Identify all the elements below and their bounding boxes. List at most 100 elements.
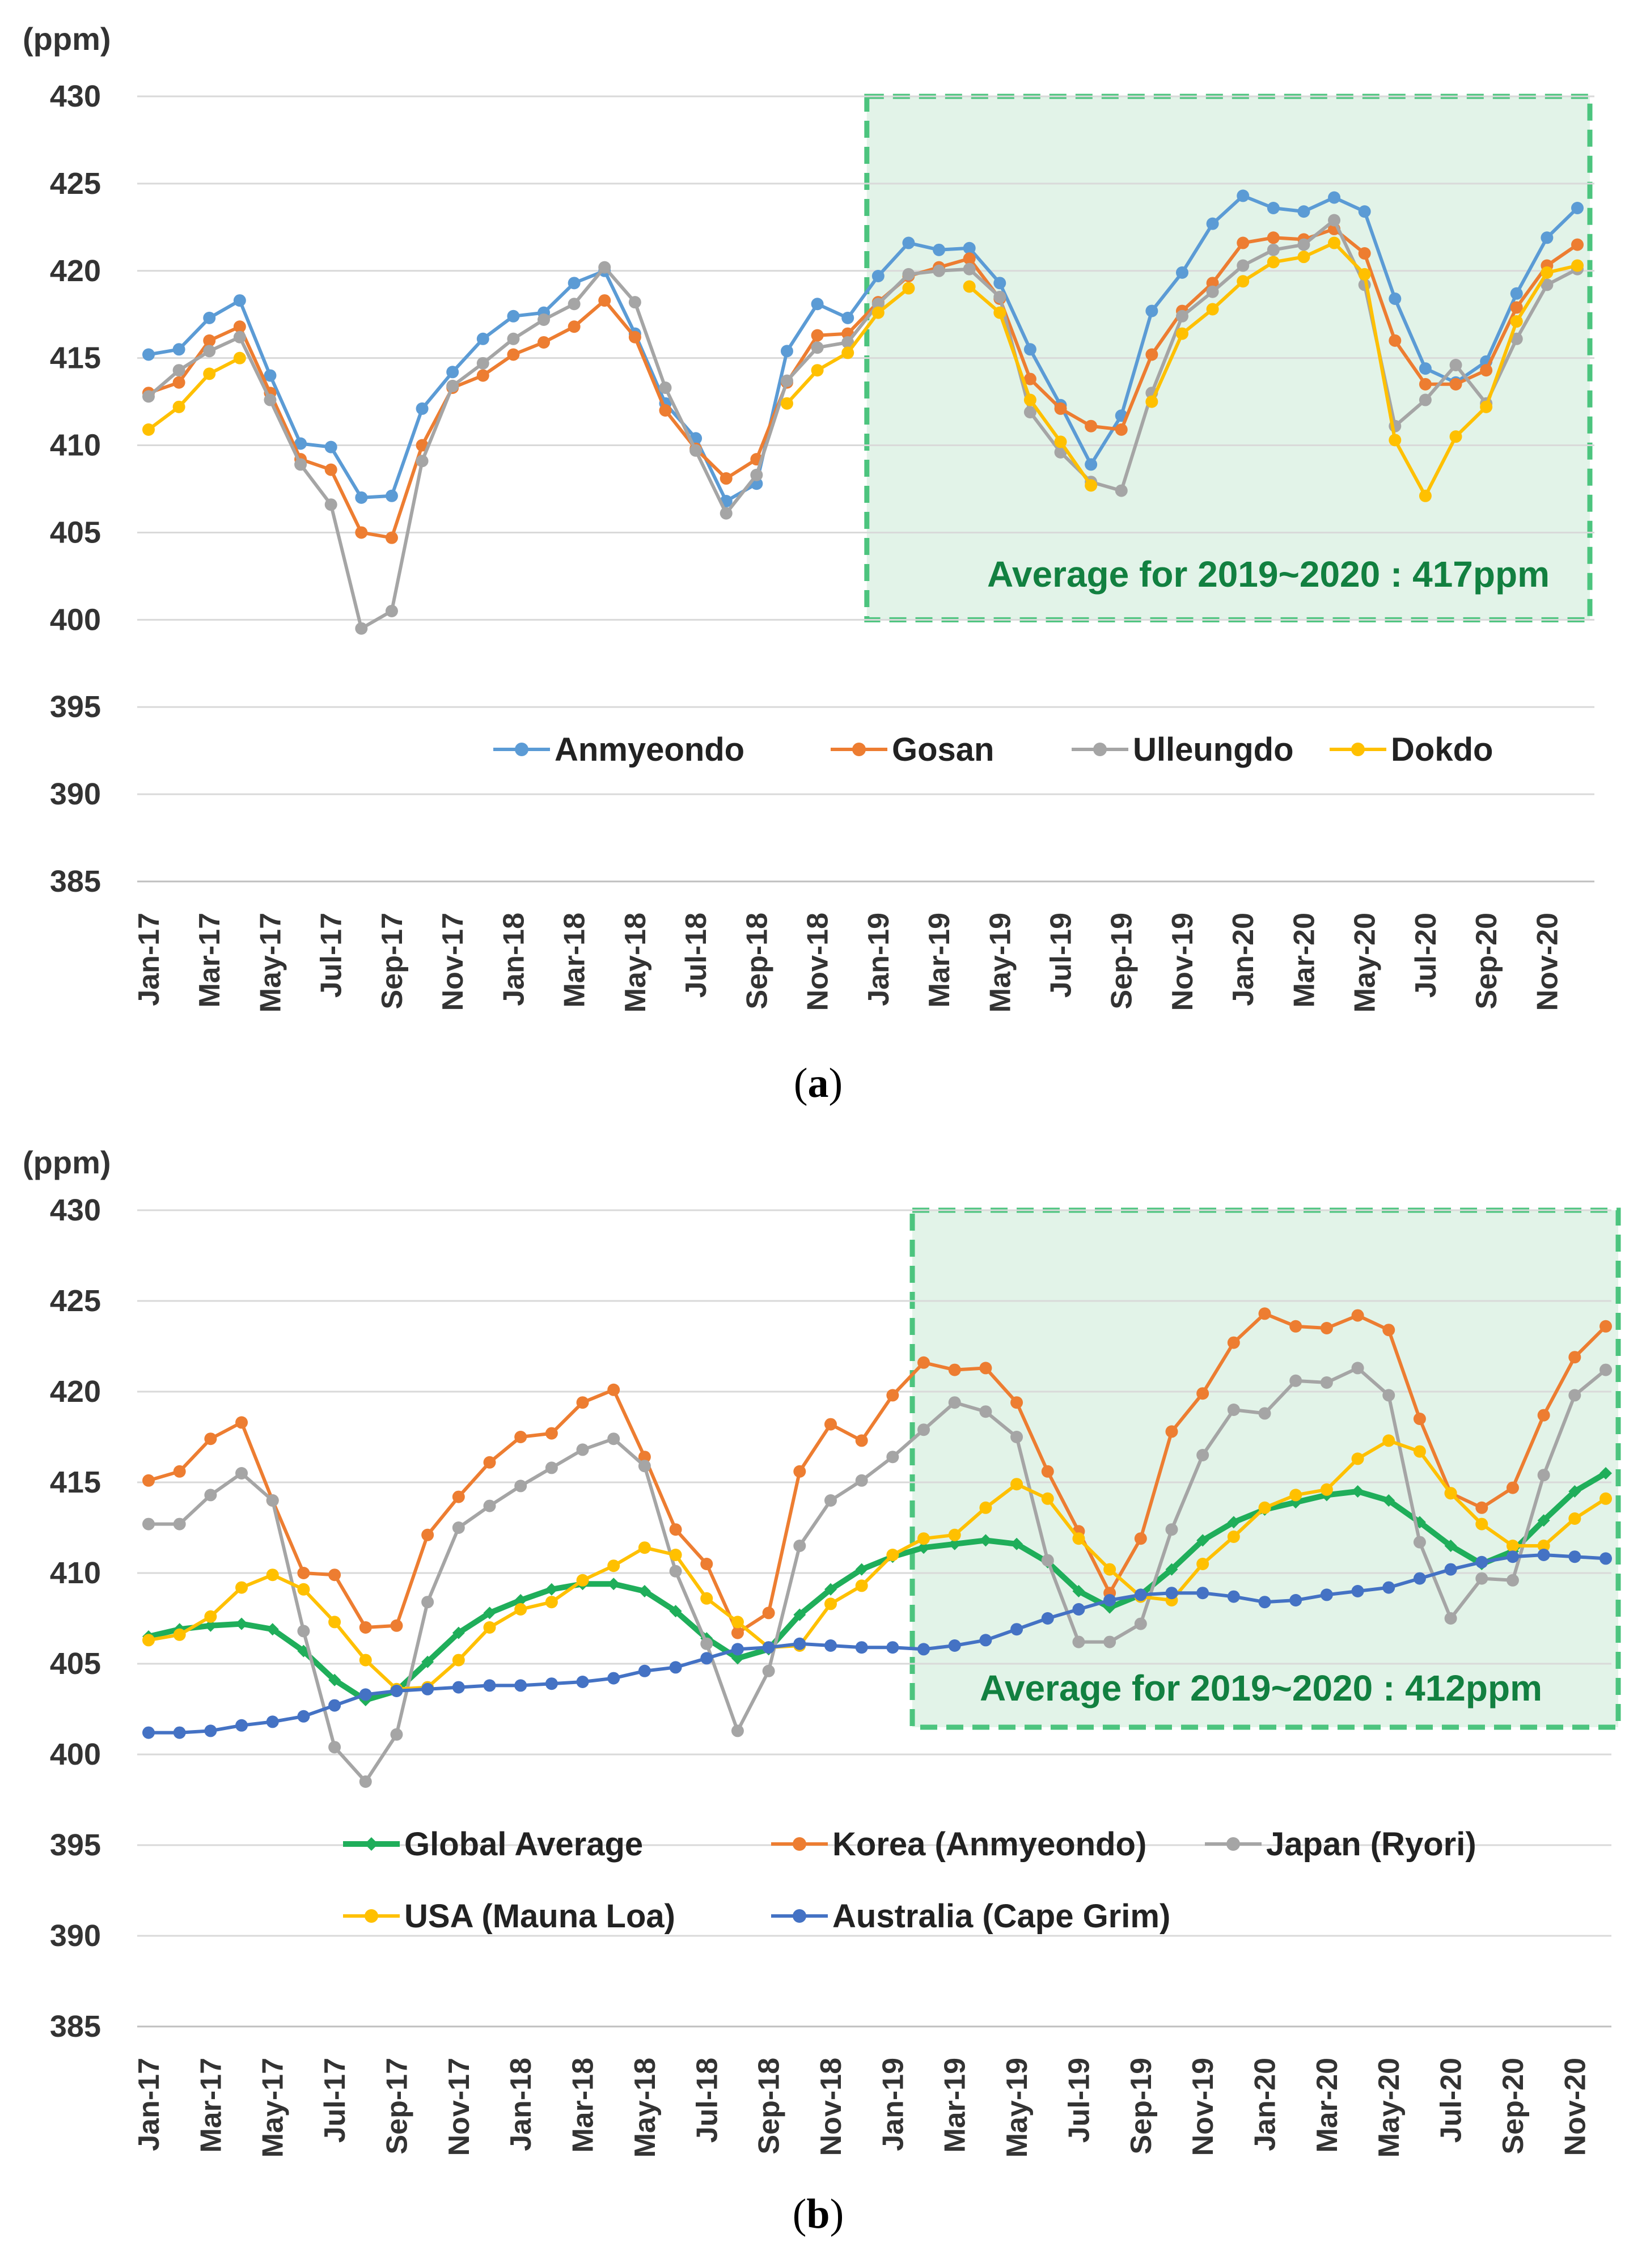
panel-b-series-australia-cape-grim-point-12 <box>514 1679 527 1692</box>
panel-b-series-usa-mauna-loa-point-42 <box>1444 1487 1457 1500</box>
panel-a-series-gosan-point-12 <box>507 348 520 361</box>
panel-b-ytick-395: 395 <box>50 1828 101 1862</box>
panel-a-series-ulleungdo-point-46 <box>1541 278 1554 291</box>
panel-a-series-ulleungdo-point-11 <box>476 357 489 370</box>
panel-a-series-gosan-point-31 <box>1085 419 1098 433</box>
panel-a-series-dokdo-point-42 <box>1419 489 1432 502</box>
panel-b-series-usa-mauna-loa-point-10 <box>452 1654 465 1667</box>
panel-b-series-korea-anmyeondo-point-27 <box>979 1362 992 1375</box>
panel-b-series-korea-anmyeondo-point-41 <box>1413 1413 1426 1425</box>
panel-b-series-australia-cape-grim-point-47 <box>1600 1552 1612 1565</box>
panel-b-series-australia-cape-grim-point-14 <box>576 1676 589 1688</box>
panel-a-xtick-may-18: May-18 <box>619 913 652 1012</box>
panel-b-series-australia-cape-grim-point-9 <box>421 1682 434 1695</box>
panel-b-series-korea-anmyeondo-point-18 <box>700 1558 713 1570</box>
panel-a-series-gosan-point-42 <box>1419 378 1432 391</box>
panel-a-series-anmyeondo-point-0 <box>142 348 155 361</box>
panel-a-series-dokdo-point-29 <box>1023 393 1036 406</box>
panel-a-series-dokdo-point-31 <box>1085 479 1098 492</box>
panel-b-xtick-may-20: May-20 <box>1373 2058 1406 2157</box>
panel-b-legend-swatch-marker <box>793 1837 806 1851</box>
panel-b-legend-label: Korea (Anmyeondo) <box>832 1826 1146 1863</box>
panel-b-ytick-410: 410 <box>50 1556 101 1590</box>
panel-b-xtick-sep-18: Sep-18 <box>753 2058 786 2155</box>
panel-b-series-usa-mauna-loa-point-11 <box>483 1621 496 1634</box>
panel-a-series-gosan-point-9 <box>416 439 429 452</box>
panel-b-ytick-390: 390 <box>50 1919 101 1953</box>
panel-b-series-usa-mauna-loa-point-4 <box>266 1568 279 1582</box>
panel-a-series-ulleungdo-point-16 <box>628 296 641 309</box>
panel-b-series-usa-mauna-loa-point-29 <box>1041 1492 1054 1505</box>
panel-b-series-usa-mauna-loa-point-1 <box>173 1628 186 1641</box>
panel-a-series-anmyeondo-point-6 <box>324 440 337 453</box>
panel-b-series-australia-cape-grim-point-26 <box>948 1639 961 1652</box>
panel-a-xtick-nov-17: Nov-17 <box>437 913 469 1011</box>
panel-b-xtick-nov-17: Nov-17 <box>443 2058 476 2156</box>
panel-a-legend-ulleungdo: Ulleungdo <box>1072 731 1294 768</box>
panel-b-series-global-average-point-45 <box>1537 1514 1550 1527</box>
panel-a-series-anmyeondo-point-4 <box>264 369 277 382</box>
panel-b-series-global-average-point-34 <box>1196 1534 1209 1547</box>
panel-b-series-japan-ryori-point-13 <box>545 1461 558 1474</box>
panel-b-series-korea-anmyeondo-point-37 <box>1289 1320 1302 1333</box>
panel-a-series-ulleungdo-point-1 <box>172 364 185 377</box>
panel-a-series-ulleungdo-point-19 <box>720 507 733 520</box>
panel-b-xtick-sep-17: Sep-17 <box>380 2058 413 2155</box>
panel-b-series-global-average-point-33 <box>1165 1563 1178 1576</box>
panel-b-ytick-400: 400 <box>50 1737 101 1771</box>
panel-b-xtick-jan-20: Jan-20 <box>1249 2058 1282 2151</box>
panel-a-series-ulleungdo <box>142 214 1584 635</box>
panel-b-series-korea-anmyeondo-point-12 <box>514 1431 527 1443</box>
panel-a-xtick-mar-18: Mar-18 <box>558 913 591 1008</box>
panel-a-series-ulleungdo-point-43 <box>1449 358 1462 371</box>
panel-b-series-global-average-point-23 <box>855 1563 868 1576</box>
panel-a-series-gosan-point-22 <box>811 329 824 342</box>
panel-b-series-usa-mauna-loa-point-38 <box>1320 1483 1333 1496</box>
panel-b-series-korea-anmyeondo-point-8 <box>390 1619 403 1632</box>
panel-b-series-korea-anmyeondo-point-14 <box>576 1396 589 1409</box>
panel-b-series-usa-mauna-loa-point-14 <box>576 1574 589 1587</box>
panel-b-series-korea-anmyeondo-point-36 <box>1258 1307 1271 1320</box>
panel-a-ytick-400: 400 <box>50 603 101 637</box>
panel-b-xtick-may-19: May-19 <box>1001 2058 1034 2157</box>
panel-a-series-dokdo-point-44 <box>1480 400 1493 413</box>
panel-a-series-gosan-point-15 <box>598 294 611 307</box>
panel-a-series-ulleungdo-point-42 <box>1419 393 1432 406</box>
panel-b-series-australia-cape-grim-point-31 <box>1103 1594 1116 1606</box>
panel-b-series-japan-ryori-point-4 <box>266 1494 279 1507</box>
panel-a-series-gosan-point-35 <box>1206 277 1219 290</box>
panel-b-series-australia-cape-grim-point-32 <box>1134 1588 1147 1601</box>
panel-b-series-australia-cape-grim-point-25 <box>917 1643 930 1656</box>
panel-b-series-japan-ryori-point-17 <box>669 1565 682 1578</box>
panel-b-series-japan-ryori-point-29 <box>1041 1554 1054 1567</box>
panel-b-xtick-jan-19: Jan-19 <box>877 2058 909 2151</box>
panel-b-series-japan-ryori-point-25 <box>917 1423 930 1436</box>
panel-b-series-usa-mauna-loa-point-37 <box>1289 1489 1302 1502</box>
panel-b-series-korea-anmyeondo-point-0 <box>142 1474 155 1487</box>
panel-a-caption: (a) <box>794 1060 843 1107</box>
panel-b-highlight-box <box>909 1207 1621 1730</box>
panel-b-series-australia-cape-grim-point-46 <box>1568 1550 1581 1563</box>
panel-a-series-anmyeondo-point-24 <box>871 270 885 283</box>
panel-b-series-usa-mauna-loa-point-41 <box>1413 1445 1426 1458</box>
panel-b-legend-label: USA (Mauna Loa) <box>404 1898 675 1935</box>
panel-b-series-australia-cape-grim-point-22 <box>824 1639 837 1652</box>
panel-b-series-japan-ryori-point-47 <box>1600 1363 1612 1376</box>
panel-b-series-global-average-point-26 <box>948 1537 961 1550</box>
panel-b-series-korea-anmyeondo-point-46 <box>1568 1351 1581 1364</box>
panel-a-series-ulleungdo-point-7 <box>355 622 368 635</box>
panel-b-ytick-385: 385 <box>50 2010 101 2044</box>
panel-b-series-australia-cape-grim <box>142 1549 1612 1739</box>
panel-b-series-japan-ryori-point-1 <box>173 1517 186 1531</box>
panel-b-series-korea-anmyeondo-point-3 <box>235 1416 248 1429</box>
panel-b-series-japan-ryori-point-7 <box>359 1775 372 1788</box>
panel-b-series-korea-anmyeondo-point-34 <box>1196 1387 1209 1400</box>
panel-b-series-japan-ryori-point-24 <box>886 1451 899 1464</box>
panel-b-series-australia-cape-grim-point-3 <box>235 1719 248 1732</box>
panel-b-series-japan-ryori <box>142 1362 1612 1788</box>
panel-a-series-anmyeondo-point-7 <box>355 491 368 504</box>
panel-b-series-japan-ryori-point-34 <box>1196 1449 1209 1461</box>
panel-a-series-gosan-point-13 <box>538 336 551 349</box>
panel-a-series-anmyeondo-point-47 <box>1571 201 1584 214</box>
